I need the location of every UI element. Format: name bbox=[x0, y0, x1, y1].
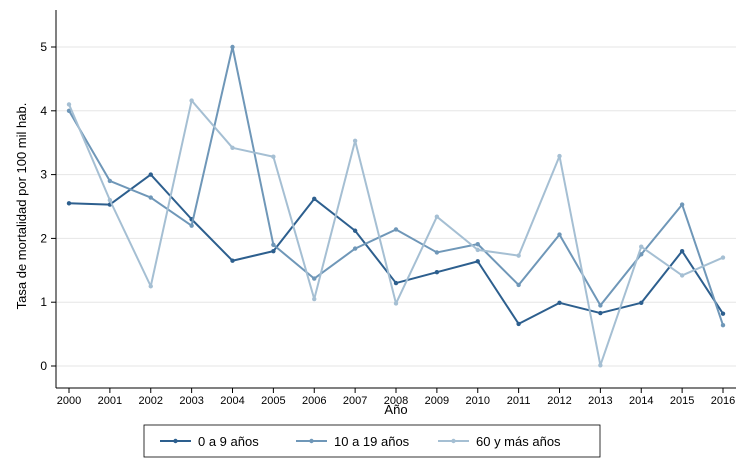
data-point bbox=[516, 253, 521, 258]
data-point bbox=[434, 250, 440, 255]
data-point bbox=[679, 248, 685, 254]
data-point bbox=[271, 154, 276, 159]
x-tick-label: 2016 bbox=[711, 395, 735, 407]
data-point bbox=[639, 244, 644, 249]
series-lines bbox=[66, 44, 726, 368]
x-tick-label: 2006 bbox=[302, 395, 326, 407]
data-point bbox=[271, 242, 276, 247]
data-point bbox=[516, 321, 521, 327]
x-tick-label: 2008 bbox=[384, 395, 408, 407]
data-point bbox=[66, 201, 72, 206]
data-point bbox=[434, 214, 440, 219]
legend: 0 a 9 años 10 a 19 años 60 y más años bbox=[143, 424, 601, 458]
legend-marker bbox=[173, 438, 178, 444]
y-tick-label: 4 bbox=[40, 104, 47, 118]
data-point bbox=[393, 227, 399, 232]
data-point bbox=[66, 102, 72, 107]
y-axis-title: Tasa de mortalidad por 100 mil hab. bbox=[14, 103, 29, 310]
data-point bbox=[352, 228, 358, 233]
data-point bbox=[639, 252, 644, 257]
x-tick-label: 2000 bbox=[57, 395, 81, 407]
data-point bbox=[148, 172, 153, 177]
legend-label: 60 y más años bbox=[476, 434, 561, 449]
x-tick-label: 2009 bbox=[425, 395, 449, 407]
data-point bbox=[434, 270, 440, 275]
x-tick-label: 2013 bbox=[588, 395, 612, 407]
data-point bbox=[598, 310, 603, 316]
y-tick-label: 5 bbox=[40, 40, 47, 54]
y-tick-label: 3 bbox=[40, 168, 47, 182]
data-point bbox=[679, 273, 685, 278]
axes: 0 1 2 3 4 5 2000 2001 2002 2003 2004 2005 2006 2007 20… bbox=[40, 10, 736, 407]
data-point bbox=[312, 296, 317, 302]
data-point bbox=[679, 202, 685, 207]
data-point bbox=[475, 241, 480, 247]
data-point bbox=[352, 138, 358, 143]
data-point bbox=[475, 247, 480, 253]
data-point bbox=[720, 255, 726, 260]
series-2 bbox=[66, 44, 726, 328]
legend-marker bbox=[309, 438, 314, 444]
data-point bbox=[598, 363, 603, 368]
data-point bbox=[598, 303, 603, 308]
data-point bbox=[189, 223, 194, 228]
x-tick-label: 2004 bbox=[220, 395, 244, 407]
x-tick-label: 2014 bbox=[629, 395, 653, 407]
x-tick-label: 2001 bbox=[98, 395, 122, 407]
data-point bbox=[107, 178, 113, 184]
data-point bbox=[230, 258, 235, 263]
x-tick-label: 2011 bbox=[507, 395, 531, 407]
data-point bbox=[230, 44, 235, 50]
data-point bbox=[639, 300, 644, 306]
data-point bbox=[312, 276, 317, 281]
data-point bbox=[393, 301, 399, 306]
x-tick-label: 2005 bbox=[261, 395, 285, 407]
data-point bbox=[516, 282, 521, 288]
x-tick-label: 2010 bbox=[466, 395, 490, 407]
x-tick-label: 2012 bbox=[547, 395, 571, 407]
data-point bbox=[107, 197, 113, 203]
data-point bbox=[230, 145, 235, 151]
data-point bbox=[557, 153, 562, 159]
x-axis-title: Año bbox=[384, 402, 407, 417]
series-1 bbox=[66, 172, 726, 327]
data-point bbox=[475, 259, 480, 264]
x-tick-label: 2002 bbox=[139, 395, 163, 407]
legend-marker bbox=[451, 438, 456, 444]
legend-label: 10 a 19 años bbox=[334, 434, 410, 449]
x-tick-label: 2007 bbox=[343, 395, 367, 407]
data-point bbox=[720, 322, 726, 328]
data-point bbox=[66, 108, 72, 114]
y-tick-label: 2 bbox=[40, 231, 47, 245]
data-point bbox=[720, 311, 726, 316]
data-point bbox=[312, 196, 317, 202]
data-point bbox=[271, 248, 276, 254]
data-point bbox=[352, 246, 358, 251]
data-point bbox=[557, 232, 562, 237]
y-tick-label: 1 bbox=[40, 295, 47, 309]
legend-label: 0 a 9 años bbox=[198, 434, 259, 449]
data-point bbox=[148, 284, 153, 289]
y-tick-label: 0 bbox=[40, 359, 47, 373]
data-point bbox=[557, 300, 562, 306]
data-point bbox=[189, 98, 194, 103]
x-tick-label: 2015 bbox=[670, 395, 694, 407]
x-tick-label: 2003 bbox=[179, 395, 203, 407]
data-point bbox=[393, 280, 399, 286]
data-point bbox=[148, 195, 153, 200]
series-3 bbox=[66, 98, 726, 368]
legend-box bbox=[143, 424, 601, 458]
